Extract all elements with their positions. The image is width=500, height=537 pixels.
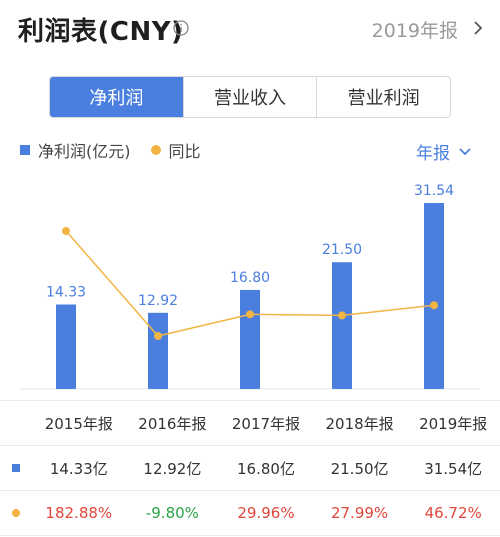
metric-tabs: 净利润 营业收入 营业利润 <box>49 76 451 118</box>
data-table: 2015年报 2016年报 2017年报 2018年报 2019年报 14.33… <box>0 400 500 536</box>
table-header-cell: 2019年报 <box>419 414 488 433</box>
period-select-label: 年报 <box>416 144 450 164</box>
tab-operating-profit[interactable]: 营业利润 <box>316 77 450 117</box>
table-cell: 27.99% <box>330 504 389 522</box>
bar[interactable] <box>332 262 352 389</box>
period-label[interactable]: 2019年报 <box>371 20 458 42</box>
yoy-point[interactable] <box>338 311 346 320</box>
tab-net-profit[interactable]: 净利润 <box>50 77 183 117</box>
bar-value-label: 12.92 <box>138 293 178 309</box>
net-profit-chart: 14.33 12.92 16.80 21.50 31.54 <box>20 183 480 390</box>
table-header-cell: 2018年报 <box>325 414 394 433</box>
line-legend-marker <box>150 145 161 155</box>
profit-row-marker <box>12 464 20 472</box>
table-row-yoy: 182.88% -9.80% 29.96% 27.99% 46.72% <box>0 491 500 536</box>
chevron-right-icon[interactable] <box>472 20 484 36</box>
bar[interactable] <box>148 312 168 389</box>
table-cell: 16.80亿 <box>237 459 295 478</box>
table-cell: 14.33亿 <box>49 459 108 478</box>
yoy-point[interactable] <box>430 301 438 310</box>
table-cell: 182.88% <box>45 504 113 522</box>
period-select[interactable]: 年报 <box>416 139 472 164</box>
yoy-point[interactable] <box>154 332 162 340</box>
table-cell: -9.80% <box>145 504 199 522</box>
yoy-row-marker <box>12 509 20 517</box>
table-row-profit: 14.33亿 12.92亿 16.80亿 21.50亿 31.54亿 <box>0 446 500 491</box>
info-icon[interactable] <box>173 20 189 36</box>
header: 利润表(CNY) 2019年报 <box>0 0 500 62</box>
chart-legend: 净利润(亿元) 同比 <box>20 139 201 161</box>
table-cell: 12.92亿 <box>143 459 202 478</box>
bar-legend-label: 净利润(亿元) <box>38 142 131 161</box>
bar[interactable] <box>424 203 444 389</box>
table-cell: 31.54亿 <box>424 459 483 478</box>
table-header-row: 2015年报 2016年报 2017年报 2018年报 2019年报 <box>0 400 500 446</box>
tab-revenue[interactable]: 营业收入 <box>182 77 317 117</box>
bar-legend-marker <box>20 145 30 155</box>
page-title: 利润表(CNY) <box>18 17 184 47</box>
table-header-cell: 2015年报 <box>44 414 113 433</box>
bar-value-label: 16.80 <box>230 270 270 286</box>
bar-value-label: 21.50 <box>322 242 362 258</box>
yoy-point[interactable] <box>246 310 254 319</box>
line-legend-label: 同比 <box>168 142 201 161</box>
bar[interactable] <box>240 289 260 389</box>
chevron-down-icon <box>459 147 471 155</box>
table-cell: 21.50亿 <box>330 459 389 478</box>
bar-value-label: 31.54 <box>414 183 454 199</box>
table-cell: 29.96% <box>237 504 295 522</box>
table-cell: 46.72% <box>424 504 482 522</box>
yoy-point[interactable] <box>62 227 70 235</box>
bar-value-label: 14.33 <box>46 284 86 300</box>
table-header-cell: 2016年报 <box>138 414 207 433</box>
table-header-cell: 2017年报 <box>231 414 301 433</box>
bar[interactable] <box>56 304 76 389</box>
